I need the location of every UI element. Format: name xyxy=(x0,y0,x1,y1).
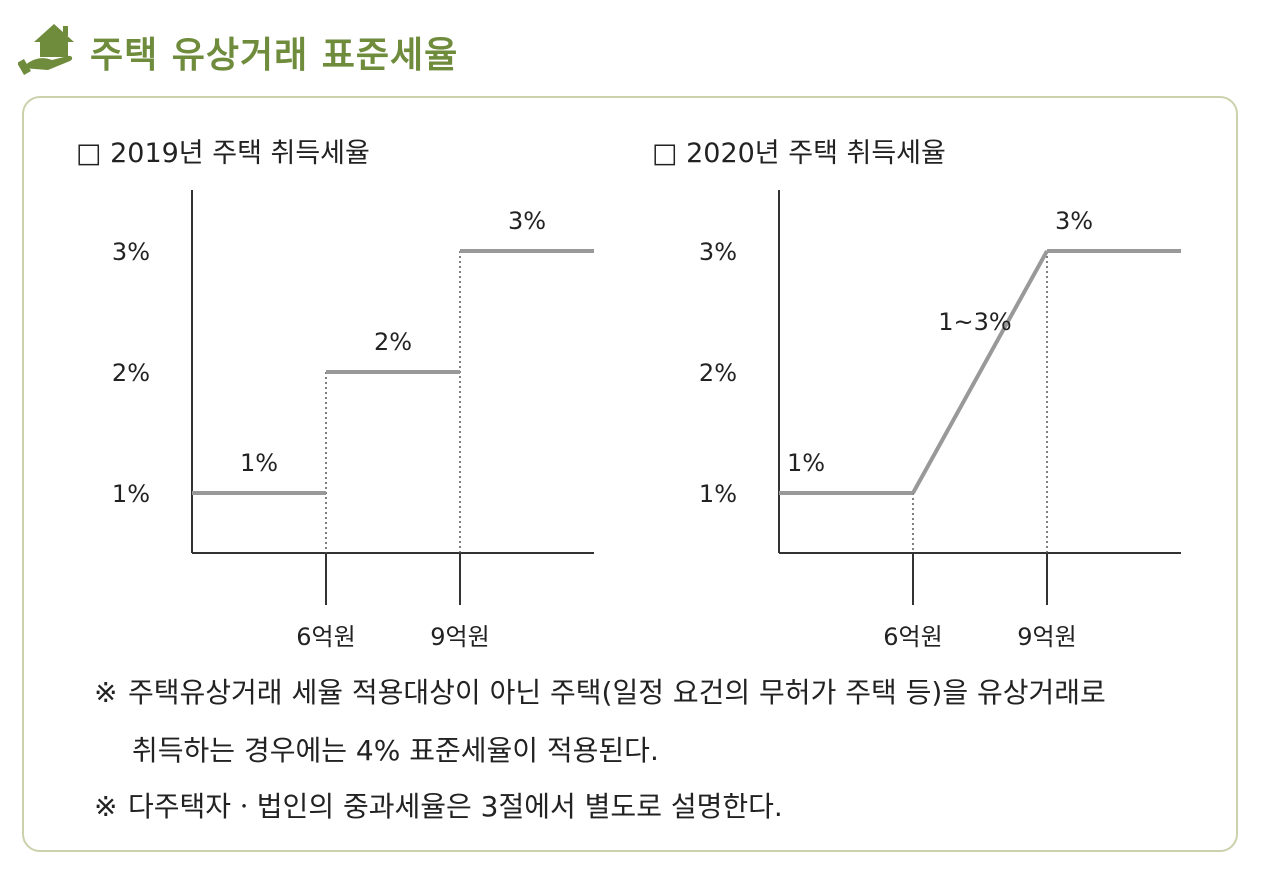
y-tick-label: 2% xyxy=(699,359,737,387)
rate-segment xyxy=(911,250,1049,494)
segment-label: 2% xyxy=(374,328,412,356)
chart-title: □ 2019년 주택 취득세율 xyxy=(76,138,370,169)
y-tick-label: 1% xyxy=(699,480,737,508)
chart-2020: □ 2020년 주택 취득세율 1% 2% 3% 6억원 9억원 1% 1~3% 3% xyxy=(652,138,1181,651)
y-tick-label: 3% xyxy=(112,238,150,266)
note-2-mark: ※ xyxy=(94,790,118,823)
x-tick-label: 6억원 xyxy=(883,623,942,651)
note-1-line1: 주택유상거래 세율 적용대상이 아닌 주택(일정 요건의 무허가 주택 등)을 … xyxy=(128,676,1106,709)
header: 주택 유상거래 표준세율 xyxy=(18,18,718,78)
y-tick-label: 2% xyxy=(112,359,150,387)
chart-2019: □ 2019년 주택 취득세율 1% 2% 3% 6억원 9억원 1% 2% 3% xyxy=(76,138,594,651)
chart-title: □ 2020년 주택 취득세율 xyxy=(652,138,946,169)
note-1-mark: ※ xyxy=(94,676,118,709)
note-1: ※ 주택유상거래 세율 적용대상이 아닌 주택(일정 요건의 무허가 주택 등)을… xyxy=(94,673,1106,713)
x-tick-label: 9억원 xyxy=(1017,623,1076,651)
x-tick-label: 6억원 xyxy=(296,623,355,651)
charts-area: □ 2019년 주택 취득세율 1% 2% 3% 6억원 9억원 1% 2% 3% □ 2020… xyxy=(76,138,1181,651)
y-tick-label: 3% xyxy=(699,238,737,266)
segment-label: 3% xyxy=(508,207,546,235)
x-tick-label: 9억원 xyxy=(430,623,489,651)
note-2-line1: 다주택자ㆍ법인의 중과세율은 3절에서 별도로 설명한다. xyxy=(128,790,783,823)
page-title: 주택 유상거래 표준세율 xyxy=(90,35,459,76)
segment-label: 1% xyxy=(240,449,278,477)
y-tick-label: 1% xyxy=(112,480,150,508)
house-in-hand-icon xyxy=(18,24,74,76)
note-1-line2: 취득하는 경우에는 4% 표준세율이 적용된다. xyxy=(132,734,659,767)
segment-label: 3% xyxy=(1055,207,1093,235)
note-2: ※ 다주택자ㆍ법인의 중과세율은 3절에서 별도로 설명한다. xyxy=(94,787,783,827)
content-panel: □ 2019년 주택 취득세율 1% 2% 3% 6억원 9억원 1% 2% 3% □ 2020… xyxy=(22,96,1238,852)
segment-label: 1~3% xyxy=(938,308,1011,336)
segment-label: 1% xyxy=(787,449,825,477)
